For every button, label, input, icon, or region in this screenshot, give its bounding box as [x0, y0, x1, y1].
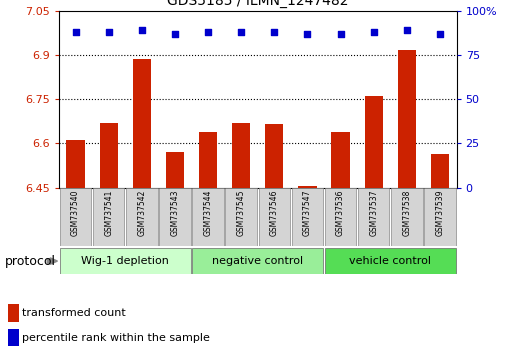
- Bar: [325, 248, 456, 274]
- Text: vehicle control: vehicle control: [349, 256, 431, 266]
- Text: negative control: negative control: [212, 256, 303, 266]
- Bar: [192, 248, 323, 274]
- Point: [370, 29, 378, 35]
- Point: [137, 27, 146, 33]
- Bar: [232, 123, 250, 188]
- Point: [337, 31, 345, 36]
- Bar: [100, 123, 118, 188]
- Text: GSM737536: GSM737536: [336, 189, 345, 236]
- Text: GSM737544: GSM737544: [204, 189, 212, 236]
- Bar: [60, 188, 91, 246]
- Title: GDS5185 / ILMN_1247482: GDS5185 / ILMN_1247482: [167, 0, 348, 8]
- Bar: [265, 124, 284, 188]
- Bar: [67, 141, 85, 188]
- Text: GSM737542: GSM737542: [137, 189, 146, 236]
- Text: transformed count: transformed count: [22, 308, 126, 318]
- Bar: [391, 188, 423, 246]
- Bar: [192, 188, 224, 246]
- Text: GSM737546: GSM737546: [270, 189, 279, 236]
- Point: [237, 29, 245, 35]
- Point: [303, 31, 311, 36]
- Text: GSM737541: GSM737541: [104, 189, 113, 236]
- Point: [171, 31, 179, 36]
- Bar: [166, 152, 184, 188]
- Point: [403, 27, 411, 33]
- Bar: [133, 59, 151, 188]
- Bar: [93, 188, 125, 246]
- Text: Wig-1 depletion: Wig-1 depletion: [82, 256, 169, 266]
- Bar: [358, 188, 389, 246]
- Text: protocol: protocol: [5, 255, 56, 268]
- Bar: [8, 304, 18, 322]
- Text: GSM737538: GSM737538: [402, 189, 411, 236]
- Point: [71, 29, 80, 35]
- Text: GSM737537: GSM737537: [369, 189, 378, 236]
- Bar: [226, 188, 257, 246]
- Bar: [8, 329, 18, 347]
- Bar: [60, 248, 191, 274]
- Bar: [365, 96, 383, 188]
- Bar: [159, 188, 191, 246]
- Bar: [126, 188, 157, 246]
- Bar: [325, 188, 357, 246]
- Point: [105, 29, 113, 35]
- Point: [270, 29, 279, 35]
- Point: [436, 31, 444, 36]
- Text: percentile rank within the sample: percentile rank within the sample: [22, 333, 210, 343]
- Bar: [331, 132, 350, 188]
- Text: GSM737543: GSM737543: [170, 189, 180, 236]
- Bar: [424, 188, 456, 246]
- Bar: [259, 188, 290, 246]
- Bar: [431, 154, 449, 188]
- Text: GSM737539: GSM737539: [436, 189, 444, 236]
- Point: [204, 29, 212, 35]
- Bar: [398, 51, 416, 188]
- Text: GSM737540: GSM737540: [71, 189, 80, 236]
- Bar: [199, 132, 217, 188]
- Bar: [299, 186, 317, 188]
- Bar: [292, 188, 323, 246]
- Text: GSM737545: GSM737545: [236, 189, 246, 236]
- Text: GSM737547: GSM737547: [303, 189, 312, 236]
